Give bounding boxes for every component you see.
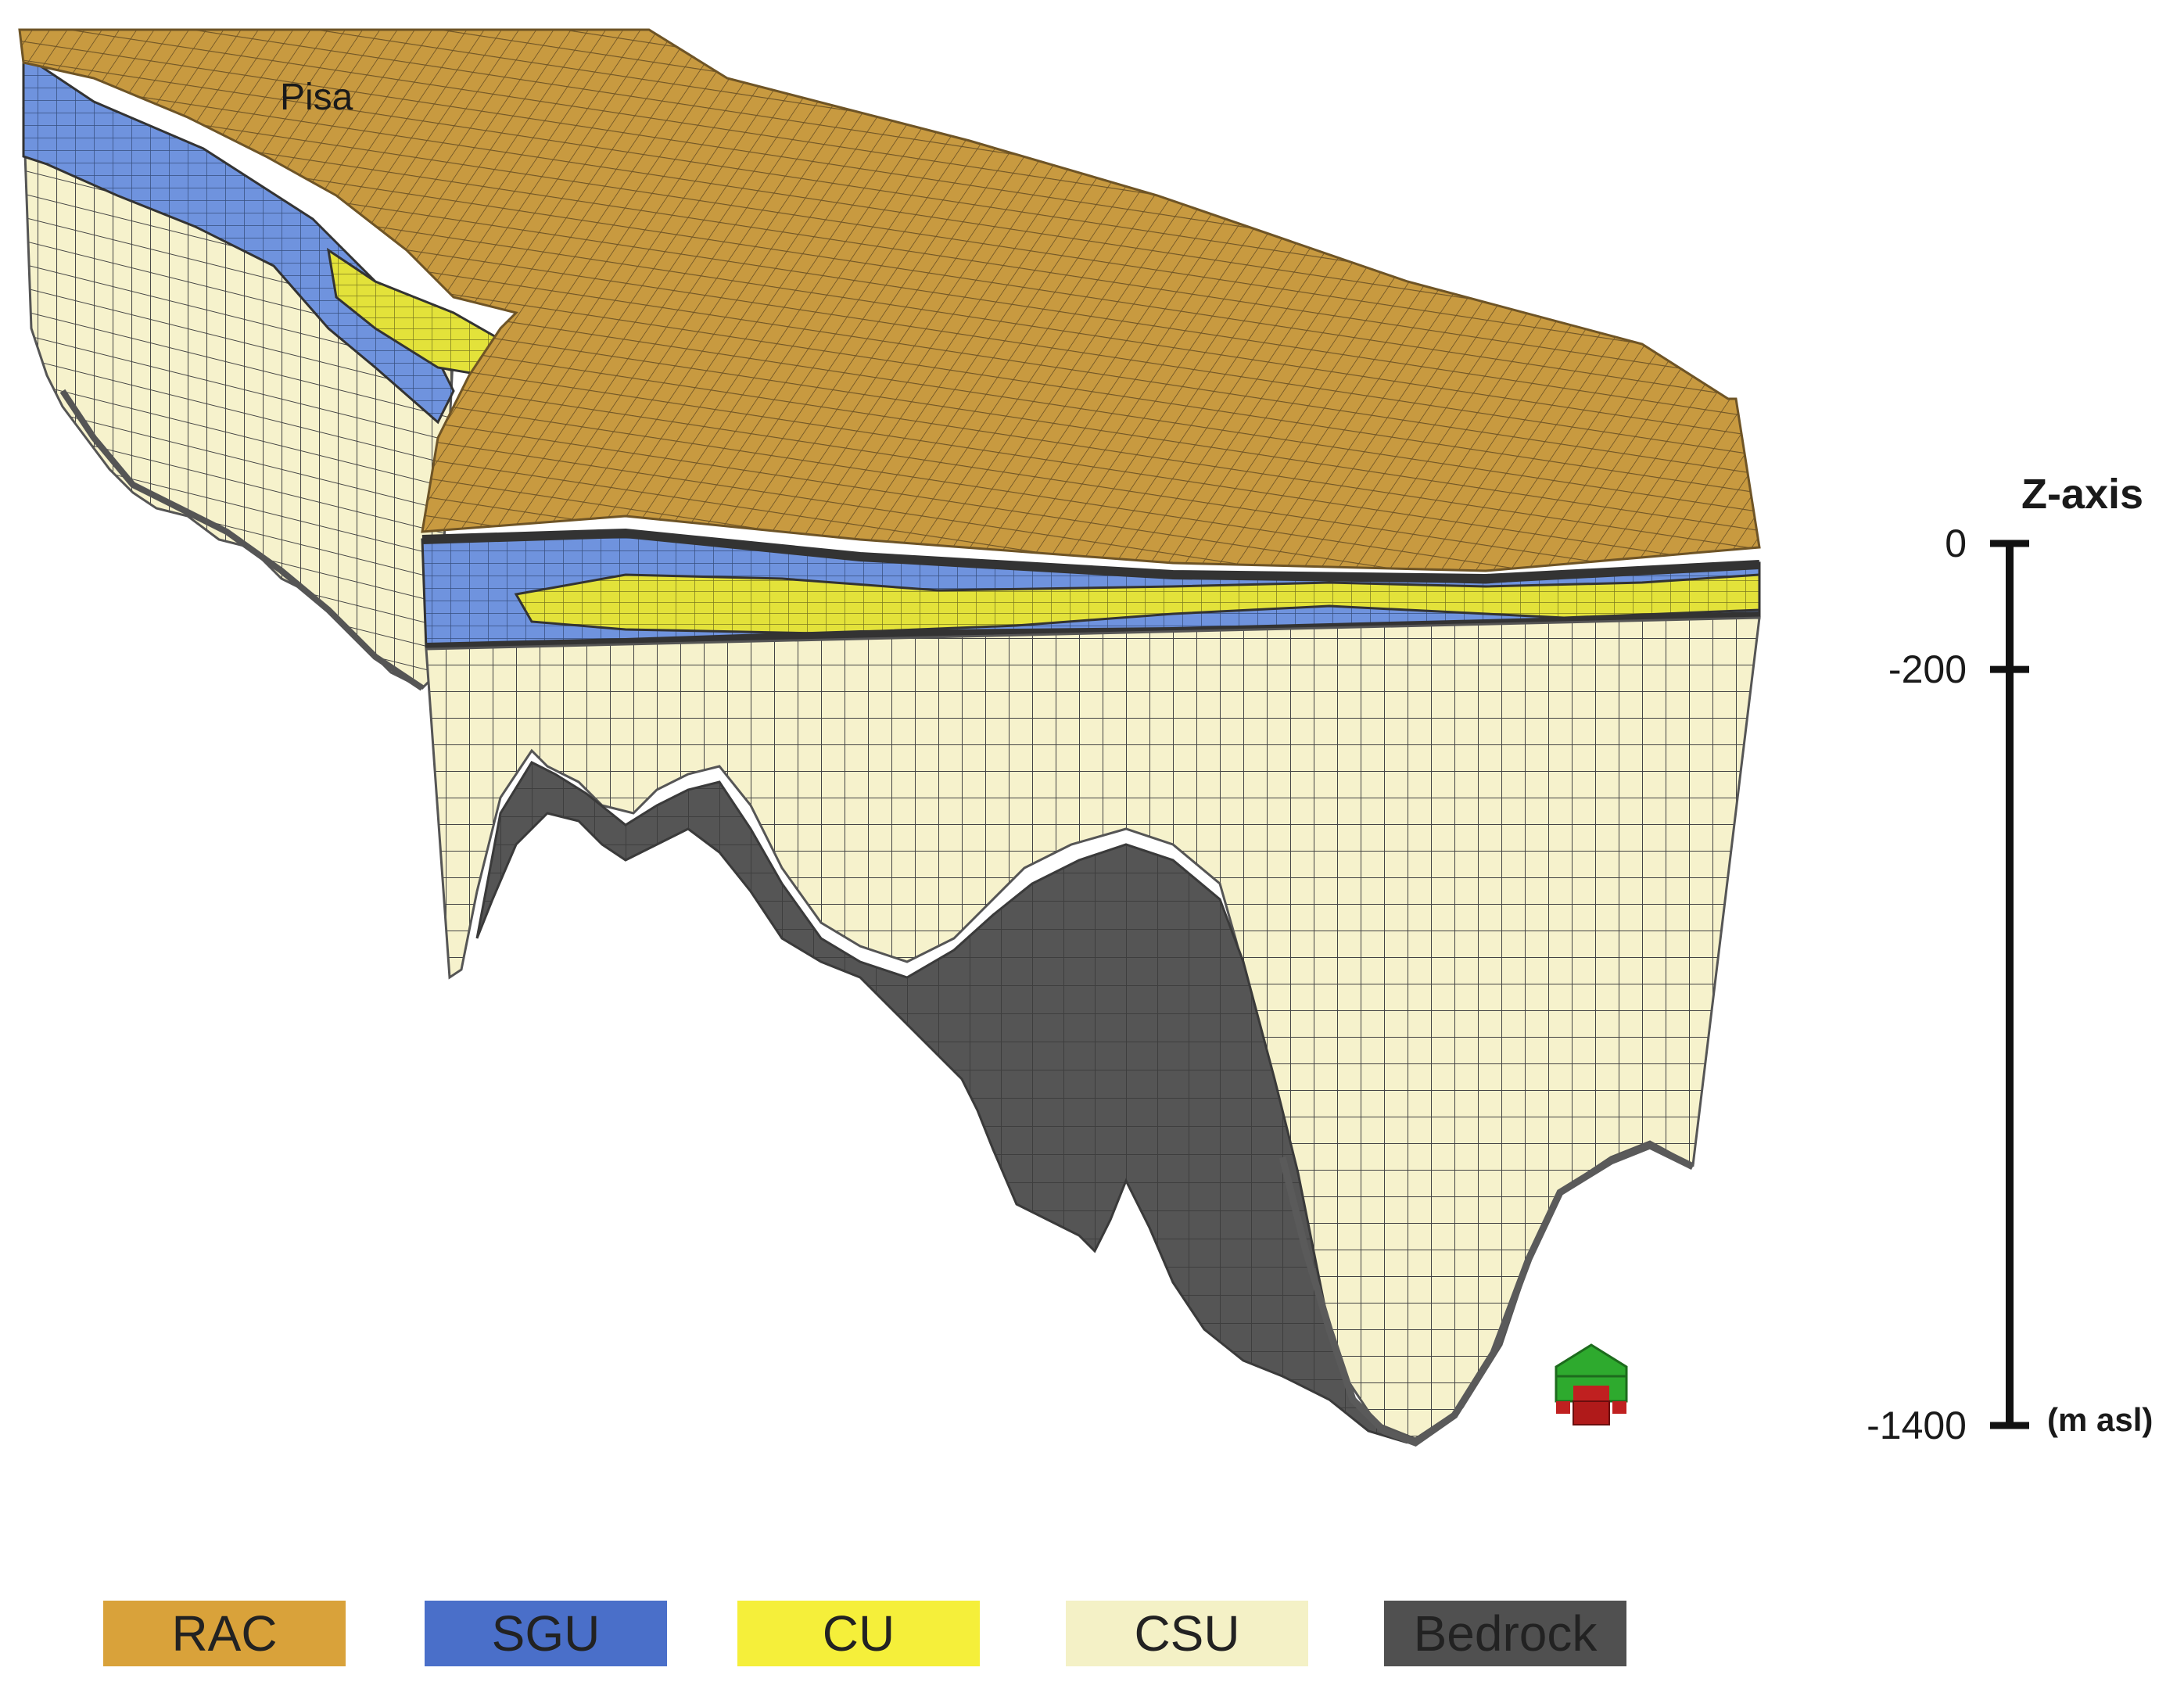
left-face-bedrock-edge bbox=[59, 389, 425, 691]
front-face-bedrock-rim bbox=[1278, 1142, 1694, 1447]
front-face-bedrock bbox=[475, 761, 1408, 1444]
left-face-sgu bbox=[22, 52, 455, 425]
z-axis-title: Z-axis bbox=[2021, 471, 2143, 518]
legend-label-csu: CSU bbox=[1134, 1605, 1239, 1662]
legend-swatch-bedrock bbox=[1384, 1601, 1626, 1666]
z-axis-scale: Z-axis 0 -200 -1400 (m asl) bbox=[1867, 471, 2153, 1447]
front-face-csu bbox=[425, 616, 1761, 1440]
legend-label-cu: CU bbox=[823, 1605, 895, 1662]
orientation-cube-icon bbox=[1555, 1343, 1628, 1425]
z-axis-ticks: 0 -200 -1400 bbox=[1867, 522, 2029, 1447]
z-axis-tick-label-1: -200 bbox=[1888, 647, 1967, 691]
place-label-pisa: Pisa bbox=[280, 77, 353, 118]
legend-swatch-rac bbox=[103, 1601, 346, 1666]
model-left-face bbox=[22, 52, 511, 691]
legend-swatch-csu bbox=[1066, 1601, 1308, 1666]
legend-swatch-sgu bbox=[425, 1601, 667, 1666]
model-front-face bbox=[421, 528, 1761, 1447]
legend-label-bedrock: Bedrock bbox=[1414, 1605, 1598, 1662]
legend-label-rac: RAC bbox=[171, 1605, 277, 1662]
z-axis-tick-label-2: -1400 bbox=[1867, 1404, 1967, 1447]
front-face-dark-layer-upper bbox=[421, 528, 1760, 584]
z-axis-tick-label-0: 0 bbox=[1945, 522, 1967, 565]
legend-label-sgu: SGU bbox=[492, 1605, 601, 1662]
legend-swatch-cu bbox=[737, 1601, 980, 1666]
z-axis-unit: (m asl) bbox=[2047, 1401, 2153, 1438]
model-top-surface-rac bbox=[18, 28, 1761, 572]
legend: RAC SGU CU CSU Bedrock bbox=[103, 1601, 1626, 1666]
